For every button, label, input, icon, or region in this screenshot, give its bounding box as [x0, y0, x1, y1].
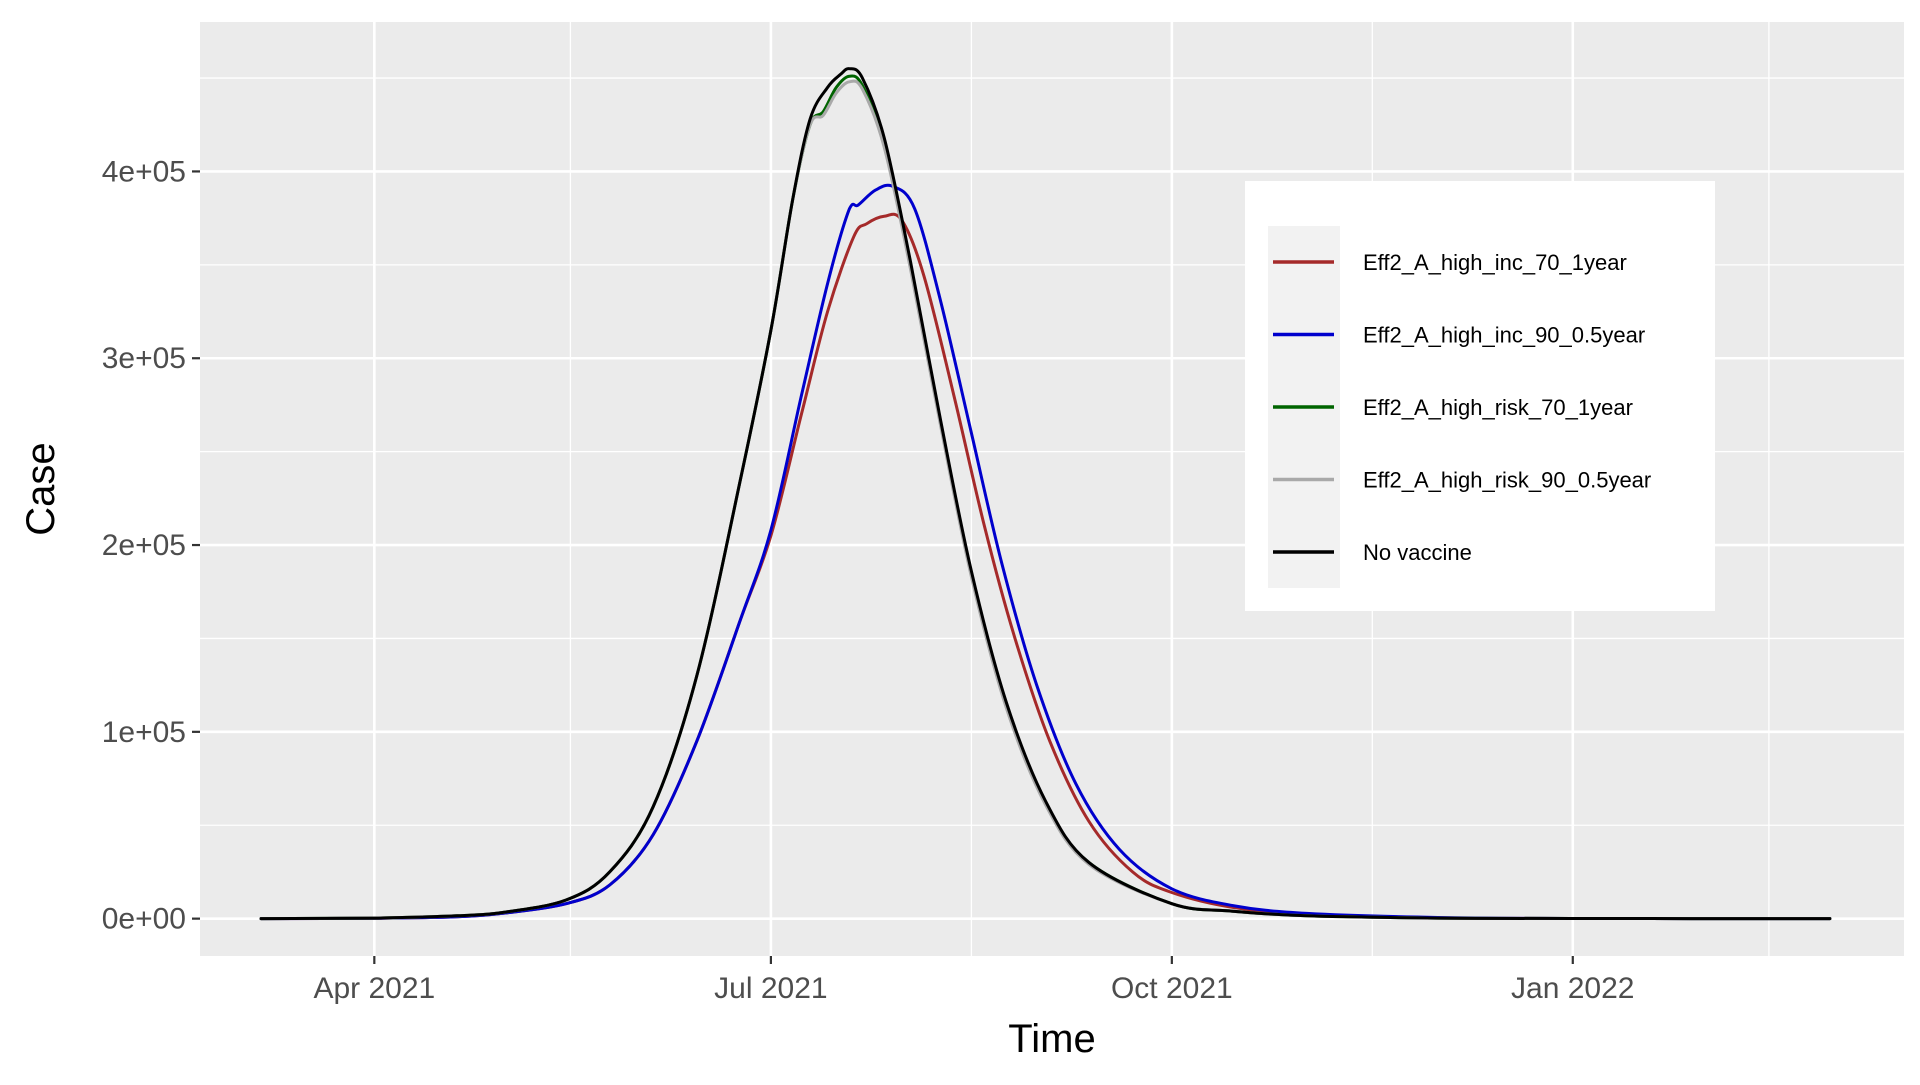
- legend-label-eff2-a-high-inc-90-0-5year: Eff2_A_high_inc_90_0.5year: [1363, 323, 1645, 348]
- y-tick-label: 4e+05: [102, 155, 186, 188]
- y-tick-label: 3e+05: [102, 342, 186, 375]
- y-tick-label: 2e+05: [102, 529, 186, 562]
- x-tick-label: Jul 2021: [714, 972, 827, 1005]
- legend-label-eff2-a-high-risk-90-0-5year: Eff2_A_high_risk_90_0.5year: [1363, 468, 1651, 493]
- x-axis: Apr 2021 Jul 2021 Oct 2021 Jan 2022: [313, 956, 1635, 1005]
- series-line-eff2-a-high-inc-90-0-5year: [259, 183, 1832, 921]
- x-axis-title: Time: [1008, 1017, 1095, 1061]
- series-layer: [259, 67, 1832, 921]
- y-axis: 0e+00 1e+05 2e+05 3e+05 4e+05: [102, 155, 200, 936]
- y-tick-label: 1e+05: [102, 716, 186, 749]
- legend-label-eff2-a-high-inc-70-1year: Eff2_A_high_inc_70_1year: [1363, 250, 1627, 275]
- x-tick-label: Oct 2021: [1111, 972, 1233, 1005]
- y-tick-label: 0e+00: [102, 903, 186, 936]
- legend-label-eff2-a-high-risk-70-1year: Eff2_A_high_risk_70_1year: [1363, 395, 1633, 420]
- legend-label-no-vaccine: No vaccine: [1363, 540, 1472, 565]
- series-line-no-vaccine: [259, 67, 1832, 921]
- legend: Eff2_A_high_inc_70_1year Eff2_A_high_inc_…: [1245, 181, 1715, 611]
- x-tick-label: Jan 2022: [1511, 972, 1634, 1005]
- x-tick-label: Apr 2021: [313, 972, 435, 1005]
- y-axis-title: Case: [19, 442, 63, 535]
